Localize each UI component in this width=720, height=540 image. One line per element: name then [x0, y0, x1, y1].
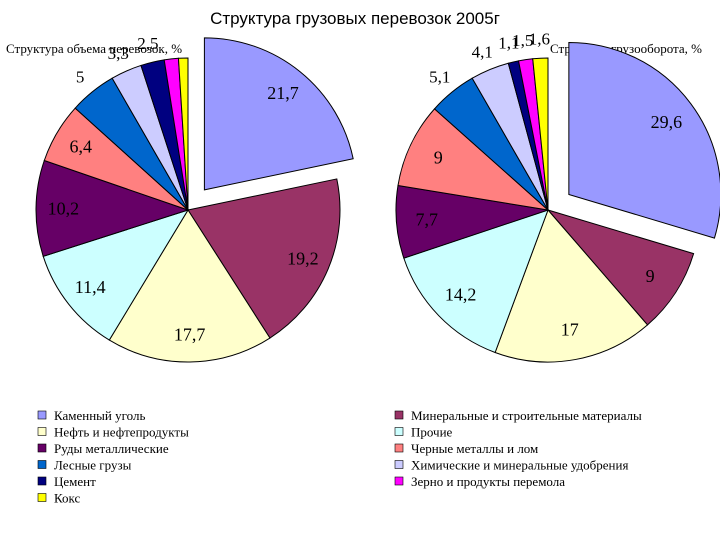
pie2-label-fertilizers: 4,1	[472, 42, 493, 61]
pie1-label-oil: 17,7	[174, 325, 206, 345]
pie2-label-timber: 5,1	[429, 68, 450, 87]
pie1-slice-other	[42, 209, 190, 341]
pie2-slice-ferrous-metals	[397, 108, 550, 211]
legend-swatch-ferrous-metals	[394, 443, 404, 453]
pie1-slice-metal-ores	[35, 159, 190, 257]
pie2-slice-building-materials	[546, 209, 695, 326]
pie2-slice-other	[403, 209, 549, 354]
main-title: Структура грузовых перевозок 2005г	[210, 9, 500, 28]
pie2-slice-coke	[532, 57, 549, 211]
pie1-label-coal: 21,7	[267, 83, 299, 103]
pie2-label-other: 14,2	[445, 285, 477, 305]
legend-label-fertilizers: Химические и минеральные удобрения	[411, 458, 628, 473]
legend-label-cement: Цемент	[54, 474, 96, 489]
pie2-label-coke: 1,6	[529, 30, 550, 49]
pie1-label-building-materials: 19,2	[287, 248, 319, 268]
pie2-slice-oil	[494, 209, 649, 363]
legend-label-coke: Кокс	[54, 491, 81, 506]
right-pie: 29,6 9 17 14,2 7,7 9 5,1 4,1 1,11,51,6	[395, 30, 720, 363]
legend-swatch-other	[394, 427, 404, 436]
legend-swatch-building-materials	[394, 410, 404, 420]
pie1-label-ferrous-metals: 6,4	[69, 137, 92, 157]
legend-label-ferrous-metals: Черные металлы и лом	[411, 441, 538, 456]
legend: Каменный уголь Нефть и нефтепродуктыРуды …	[37, 408, 642, 506]
pie2-slice-coal	[568, 41, 720, 239]
pie2-label-metal-ores: 7,7	[416, 210, 439, 230]
legend-label-grain: Зерно и продукты перемола	[411, 474, 565, 489]
pie2-label-ferrous-metals: 9	[434, 148, 443, 168]
legend-label-oil: Нефть и нефтепродукты	[54, 425, 189, 440]
legend-swatch-coke	[37, 493, 47, 502]
legend-swatch-cement	[37, 476, 47, 486]
pie1-slice-coal	[203, 37, 354, 191]
pie1-slice-building-materials	[187, 178, 341, 339]
legend-swatch-coal	[37, 410, 47, 420]
pie1-label-metal-ores: 10,2	[48, 199, 80, 219]
pie1-slice-coke	[177, 57, 189, 211]
pie2-label-grain: 1,5	[512, 31, 533, 50]
legend-label-timber: Лесные грузы	[54, 458, 132, 473]
legend-label-building-materials: Минеральные и строительные материалы	[411, 408, 642, 423]
left-pie: 21,7 19,2 17,7 11,4 10,2 6,4 5 3,3 2,5	[35, 34, 354, 363]
pie1-label-cement: 2,5	[137, 34, 158, 53]
left-pie-title: Структура объема перевозок, %	[6, 41, 182, 56]
pie1-label-other: 11,4	[75, 277, 106, 297]
legend-swatch-grain	[394, 476, 404, 486]
legend-swatch-fertilizers	[394, 460, 404, 469]
legend-label-metal-ores: Руды металлические	[54, 441, 169, 456]
pie2-label-coal: 29,6	[651, 112, 683, 132]
legend-label-other: Прочие	[411, 425, 453, 440]
pie1-label-timber: 5	[76, 67, 85, 86]
legend-swatch-metal-ores	[37, 443, 47, 453]
legend-label-coal: Каменный уголь	[54, 408, 145, 423]
pie2-label-building-materials: 9	[646, 266, 655, 286]
legend-swatch-oil	[37, 427, 47, 436]
pie1-label-fertilizers: 3,3	[108, 44, 129, 63]
pie2-label-oil: 17	[561, 320, 579, 340]
pie1-slice-oil	[108, 209, 271, 363]
pie2-label-cement: 1,1	[498, 34, 519, 53]
legend-swatch-timber	[37, 460, 47, 469]
